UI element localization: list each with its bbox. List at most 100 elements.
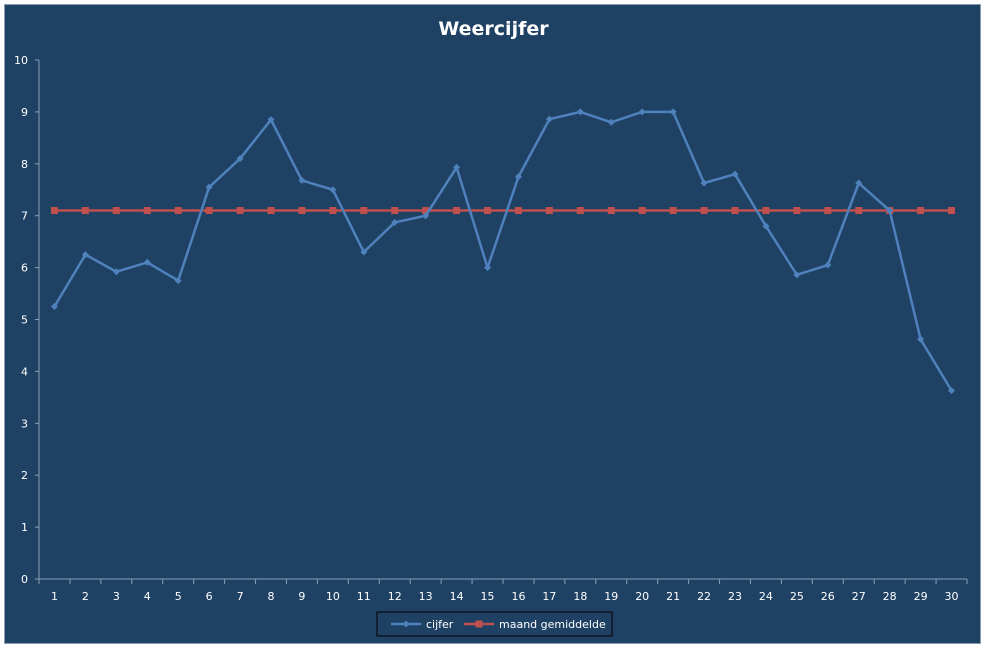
data-point-gemiddelde [731, 207, 739, 215]
data-point-gemiddelde [329, 207, 337, 215]
x-tick-label: 17 [542, 590, 556, 603]
x-tick-label: 6 [206, 590, 213, 603]
data-point-cijfer [236, 155, 244, 163]
x-tick-label: 25 [790, 590, 804, 603]
data-point-gemiddelde [50, 207, 58, 215]
data-point-cijfer [886, 207, 894, 215]
data-point-cijfer [638, 108, 646, 116]
data-point-cijfer [50, 303, 58, 311]
data-point-gemiddelde [298, 207, 306, 215]
legend-label-gemiddelde: maand gemiddelde [499, 618, 606, 631]
x-tick-label: 19 [604, 590, 618, 603]
data-point-cijfer [484, 264, 492, 272]
data-point-gemiddelde [576, 207, 584, 215]
data-point-gemiddelde [762, 207, 770, 215]
y-tick-label: 7 [21, 210, 28, 223]
data-point-gemiddelde [669, 207, 677, 215]
data-point-gemiddelde [638, 207, 646, 215]
data-point-cijfer [81, 251, 89, 259]
data-point-cijfer [607, 118, 615, 126]
x-tick-label: 11 [357, 590, 371, 603]
data-point-cijfer [948, 387, 956, 395]
data-point-cijfer [917, 335, 925, 343]
data-point-cijfer [762, 222, 770, 230]
data-point-cijfer [298, 176, 306, 184]
data-point-cijfer [576, 108, 584, 116]
data-point-gemiddelde [700, 207, 708, 215]
y-tick-label: 0 [21, 573, 28, 586]
data-point-gemiddelde [360, 207, 368, 215]
data-point-cijfer [360, 248, 368, 256]
y-tick-label: 6 [21, 262, 28, 275]
data-point-cijfer [112, 268, 120, 276]
data-point-cijfer [329, 186, 337, 194]
x-tick-label: 21 [666, 590, 680, 603]
data-point-gemiddelde [236, 207, 244, 215]
data-point-cijfer [453, 163, 461, 171]
chart-title: Weercijfer [438, 18, 549, 40]
data-point-gemiddelde [422, 207, 430, 215]
y-tick-label: 1 [21, 521, 28, 534]
data-point-cijfer [700, 179, 708, 187]
x-tick-label: 13 [419, 590, 433, 603]
x-tick-label: 28 [883, 590, 897, 603]
x-tick-label: 2 [82, 590, 89, 603]
data-point-gemiddelde [453, 207, 461, 215]
chart-area [4, 4, 981, 644]
legend-marker-gemiddelde [475, 620, 483, 628]
data-point-gemiddelde [205, 207, 213, 215]
data-point-gemiddelde [267, 207, 275, 215]
x-tick-label: 4 [144, 590, 151, 603]
data-point-cijfer [514, 173, 522, 181]
x-tick-label: 30 [945, 590, 959, 603]
x-tick-label: 18 [573, 590, 587, 603]
data-point-cijfer [793, 271, 801, 279]
x-tick-label: 7 [237, 590, 244, 603]
data-point-gemiddelde [391, 207, 399, 215]
data-point-gemiddelde [545, 207, 553, 215]
data-point-cijfer [855, 179, 863, 187]
data-point-cijfer [422, 212, 430, 220]
data-point-cijfer [143, 258, 151, 266]
y-tick-label: 5 [21, 314, 28, 327]
x-tick-label: 29 [914, 590, 928, 603]
y-tick-label: 4 [21, 365, 28, 378]
y-tick-label: 10 [14, 54, 28, 67]
data-point-gemiddelde [112, 207, 120, 215]
data-point-gemiddelde [81, 207, 89, 215]
x-tick-label: 27 [852, 590, 866, 603]
x-tick-label: 8 [268, 590, 275, 603]
y-tick-label: 8 [21, 158, 28, 171]
x-tick-label: 23 [728, 590, 742, 603]
x-tick-label: 9 [298, 590, 305, 603]
data-point-cijfer [267, 116, 275, 124]
data-point-gemiddelde [143, 207, 151, 215]
x-tick-label: 10 [326, 590, 340, 603]
data-point-gemiddelde [917, 207, 925, 215]
x-tick-label: 22 [697, 590, 711, 603]
data-point-gemiddelde [174, 207, 182, 215]
data-point-cijfer [174, 277, 182, 285]
data-point-cijfer [205, 183, 213, 191]
data-point-gemiddelde [948, 207, 956, 215]
x-tick-label: 1 [51, 590, 58, 603]
x-tick-label: 5 [175, 590, 182, 603]
y-tick-label: 9 [21, 106, 28, 119]
data-point-gemiddelde [484, 207, 492, 215]
y-tick-label: 3 [21, 417, 28, 430]
x-tick-label: 14 [450, 590, 464, 603]
x-tick-label: 12 [388, 590, 402, 603]
x-tick-label: 15 [481, 590, 495, 603]
data-point-cijfer [669, 108, 677, 116]
x-tick-label: 20 [635, 590, 649, 603]
data-point-gemiddelde [793, 207, 801, 215]
data-point-cijfer [824, 261, 832, 269]
data-point-gemiddelde [607, 207, 615, 215]
x-tick-label: 3 [113, 590, 120, 603]
data-point-cijfer [391, 218, 399, 226]
x-tick-label: 24 [759, 590, 773, 603]
data-point-gemiddelde [855, 207, 863, 215]
data-point-gemiddelde [514, 207, 522, 215]
data-point-cijfer [731, 170, 739, 178]
